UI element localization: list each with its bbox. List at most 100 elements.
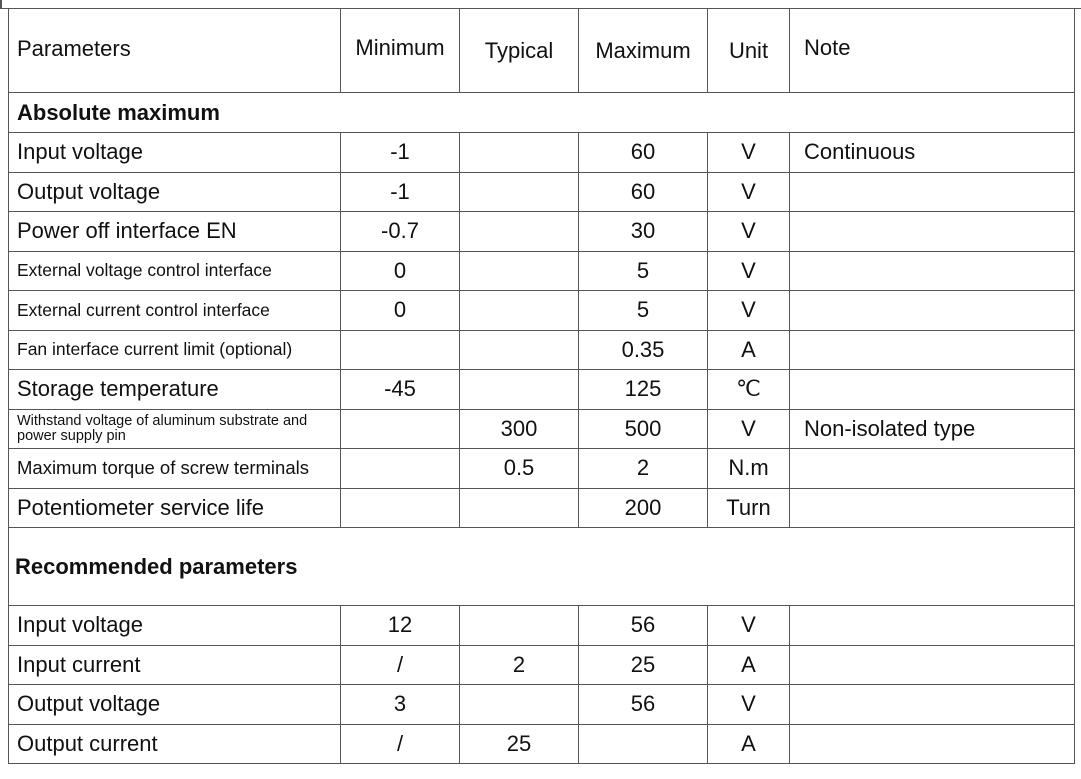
table-row: Maximum torque of screw terminals 0.5 2 N.m	[8, 448, 1075, 489]
unit-cell: V	[707, 684, 790, 725]
max-cell: 125	[578, 369, 708, 410]
unit-cell: V	[707, 408, 790, 449]
param-cell: External voltage control interface	[8, 250, 341, 291]
param-cell: Input current	[8, 644, 341, 685]
unit-cell: V	[707, 132, 790, 173]
param-cell: Output voltage	[8, 684, 341, 725]
note-cell	[789, 644, 1075, 685]
min-cell: -45	[340, 369, 460, 410]
header-minimum: Minimum	[340, 8, 460, 93]
unit-cell: V	[707, 250, 790, 291]
header-unit: Unit	[707, 8, 790, 93]
typ-cell	[459, 369, 579, 410]
param-cell: Output current	[8, 723, 341, 764]
table-row: Potentiometer service life 200 Turn	[8, 487, 1075, 528]
max-cell	[578, 723, 708, 764]
min-cell: -1	[340, 171, 460, 212]
min-cell: -0.7	[340, 211, 460, 252]
table-row: Power off interface EN -0.7 30 V	[8, 211, 1075, 252]
typ-cell: 2	[459, 644, 579, 685]
header-typical: Typical	[459, 8, 579, 93]
typ-cell	[459, 329, 579, 370]
typ-cell	[459, 684, 579, 725]
section-header-row: Recommended parameters	[8, 527, 1075, 606]
note-cell	[789, 605, 1075, 646]
min-cell: 0	[340, 250, 460, 291]
header-note: Note	[789, 8, 1075, 93]
note-cell	[789, 171, 1075, 212]
min-cell	[340, 448, 460, 489]
typ-cell	[459, 290, 579, 331]
unit-cell: A	[707, 644, 790, 685]
min-cell	[340, 329, 460, 370]
table-row: Fan interface current limit (optional) 0.…	[8, 329, 1075, 370]
unit-cell: V	[707, 171, 790, 212]
note-cell	[789, 250, 1075, 291]
max-cell: 60	[578, 171, 708, 212]
table-row: Withstand voltage of aluminum substrate …	[8, 408, 1075, 449]
table-row: External voltage control interface 0 5 V	[8, 250, 1075, 291]
unit-cell: V	[707, 211, 790, 252]
unit-cell: A	[707, 329, 790, 370]
param-cell: Input voltage	[8, 132, 341, 173]
typ-cell	[459, 132, 579, 173]
note-cell	[789, 684, 1075, 725]
unit-cell: Turn	[707, 487, 790, 528]
max-cell: 5	[578, 250, 708, 291]
max-cell: 2	[578, 448, 708, 489]
left-edge	[0, 0, 2, 8]
max-cell: 5	[578, 290, 708, 331]
typ-cell	[459, 487, 579, 528]
unit-cell: V	[707, 605, 790, 646]
max-cell: 500	[578, 408, 708, 449]
section-header-row: Absolute maximum	[8, 92, 1075, 133]
parameters-table: Parameters Minimum Typical Maximum Unit …	[8, 8, 1075, 764]
param-cell: Fan interface current limit (optional)	[8, 329, 341, 370]
typ-cell: 300	[459, 408, 579, 449]
min-cell: -1	[340, 132, 460, 173]
param-cell: Output voltage	[8, 171, 341, 212]
max-cell: 25	[578, 644, 708, 685]
typ-cell	[459, 250, 579, 291]
typ-cell	[459, 171, 579, 212]
note-cell	[789, 487, 1075, 528]
unit-cell: N.m	[707, 448, 790, 489]
note-cell	[789, 211, 1075, 252]
unit-cell: A	[707, 723, 790, 764]
note-cell	[789, 448, 1075, 489]
min-cell: /	[340, 723, 460, 764]
table-row: Output current/25 A	[8, 723, 1075, 764]
typ-cell	[459, 211, 579, 252]
max-cell: 0.35	[578, 329, 708, 370]
header-maximum: Maximum	[578, 8, 708, 93]
section-title: Recommended parameters	[8, 527, 1075, 606]
table-row: Output voltage -1 60 V	[8, 171, 1075, 212]
param-cell: Storage temperature	[8, 369, 341, 410]
param-cell: Potentiometer service life	[8, 487, 341, 528]
table-row: Output voltage 3 56 V	[8, 684, 1075, 725]
typ-cell: 0.5	[459, 448, 579, 489]
max-cell: 30	[578, 211, 708, 252]
unit-cell: ℃	[707, 369, 790, 410]
header-parameters: Parameters	[8, 8, 341, 93]
max-cell: 56	[578, 684, 708, 725]
note-cell: Continuous	[789, 132, 1075, 173]
table-row: Input voltage 12 56 V	[8, 605, 1075, 646]
table-row: Input voltage -1 60 V Continuous	[8, 132, 1075, 173]
min-cell	[340, 408, 460, 449]
unit-cell: V	[707, 290, 790, 331]
min-cell: /	[340, 644, 460, 685]
note-cell: Non-isolated type	[789, 408, 1075, 449]
param-cell: Input voltage	[8, 605, 341, 646]
min-cell: 12	[340, 605, 460, 646]
note-cell	[789, 723, 1075, 764]
param-cell: Withstand voltage of aluminum substrate …	[8, 408, 341, 449]
note-cell	[789, 290, 1075, 331]
max-cell: 60	[578, 132, 708, 173]
param-cell: External current control interface	[8, 290, 341, 331]
note-cell	[789, 369, 1075, 410]
table-row: Input current/2 25 A	[8, 644, 1075, 685]
min-cell: 3	[340, 684, 460, 725]
table-row: Storage temperature -45 125 ℃	[8, 369, 1075, 410]
param-cell: Maximum torque of screw terminals	[8, 448, 341, 489]
